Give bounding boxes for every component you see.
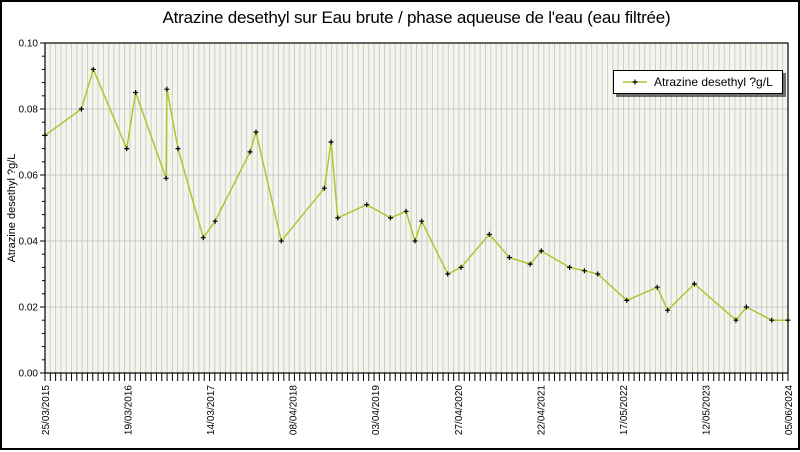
data-point-marker: [538, 248, 544, 254]
data-point-marker: [654, 284, 660, 290]
x-tick-label: 22/04/2021: [536, 385, 547, 435]
data-point-marker: [164, 86, 170, 92]
legend-plus-marker-icon: [632, 79, 638, 85]
data-line: [44, 68, 788, 321]
data-point-marker: [567, 264, 573, 270]
data-point-marker: [200, 235, 206, 241]
legend-line-marker-icon: [623, 79, 647, 85]
legend-label: Atrazine desethyl ?g/L: [654, 75, 773, 89]
data-point-marker: [445, 271, 451, 277]
data-point-marker: [624, 297, 630, 303]
y-tick-label: 0.04: [19, 237, 39, 248]
data-point-marker: [665, 307, 671, 313]
y-tick-label: 0.00: [19, 369, 39, 380]
data-point-marker: [335, 215, 341, 221]
data-point-marker: [90, 66, 96, 72]
data-point-marker: [785, 317, 791, 323]
data-point-marker: [595, 271, 601, 277]
data-point-marker: [412, 238, 418, 244]
x-tick-label: 27/04/2020: [454, 385, 465, 435]
data-point-marker: [733, 317, 739, 323]
y-tick-label: 0.02: [19, 303, 39, 314]
x-tick-label: 12/05/2023: [701, 385, 712, 435]
x-tick-label: 17/05/2022: [619, 385, 630, 435]
data-point-marker: [124, 146, 130, 152]
y-tick-label: 0.10: [19, 39, 39, 50]
y-tick-label: 0.06: [19, 171, 39, 182]
x-tick-label: 08/04/2018: [289, 385, 300, 435]
data-point-marker: [581, 268, 587, 274]
x-tick-label: 03/04/2019: [371, 385, 382, 435]
data-point-marker: [506, 255, 512, 260]
data-point-marker: [691, 281, 697, 287]
y-tick-label: 0.08: [19, 105, 39, 116]
data-point-marker: [175, 146, 181, 152]
data-point-marker: [253, 129, 259, 135]
data-point-marker: [387, 215, 393, 221]
data-point-marker: [419, 218, 425, 224]
data-point-marker: [321, 185, 327, 191]
data-point-marker: [527, 261, 533, 267]
data-point-marker: [247, 149, 253, 155]
data-point-marker: [743, 304, 749, 310]
x-tick-label: 14/03/2017: [206, 385, 217, 435]
data-point-marker: [42, 132, 48, 138]
data-point-marker: [212, 218, 218, 224]
data-point-marker: [328, 139, 334, 145]
data-point-marker: [403, 208, 409, 214]
data-point-marker: [163, 175, 169, 181]
x-tick-label: 05/06/2024: [784, 385, 795, 435]
data-point-marker: [78, 106, 84, 112]
legend: Atrazine desethyl ?g/L: [613, 70, 783, 94]
data-point-marker: [364, 202, 370, 208]
data-point-marker: [278, 238, 284, 244]
data-point-marker: [133, 90, 139, 95]
data-point-marker: [769, 317, 775, 323]
x-tick-label: 25/03/2015: [41, 385, 52, 435]
data-point-marker: [458, 264, 464, 270]
x-tick-label: 19/03/2016: [124, 385, 135, 435]
data-point-marker: [486, 231, 492, 237]
chart-title: Atrazine desethyl sur Eau brute / phase …: [162, 8, 671, 27]
